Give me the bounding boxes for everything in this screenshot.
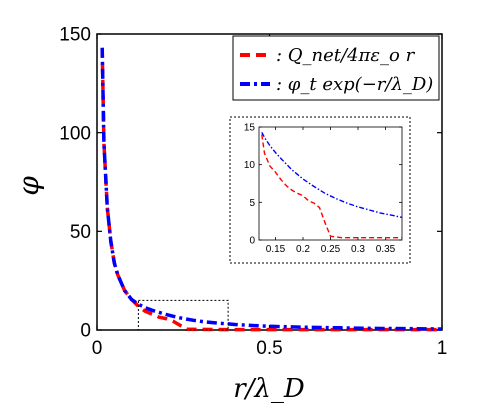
inset-y-tick-label: 10 (244, 160, 256, 171)
main-y-tick-label: 150 (59, 25, 91, 46)
legend-box (232, 35, 440, 101)
y-axis-label: φ (12, 176, 45, 196)
legend-label-red: : Q_net/4πε_o r (276, 45, 416, 66)
zoom-region-box (137, 299, 229, 331)
inset-x-tick-label: 0.35 (376, 244, 396, 255)
inset-x-tick-label: 0.25 (321, 244, 341, 255)
inset-series-line-red (261, 134, 402, 239)
main-series-line-blue (100, 47, 443, 331)
main-x-tick-label: 0.5 (256, 338, 282, 359)
main-y-tick-label: 0 (80, 321, 91, 342)
legend-label-blue: : φ_t exp(−r/λ_D) (276, 74, 433, 95)
inset-y-tick-label: 15 (244, 123, 256, 134)
main-y-tick-label: 100 (59, 123, 91, 144)
inset-y-tick-label: 5 (249, 198, 255, 209)
main-x-tick-label: 1 (437, 338, 448, 359)
inset-x-tick-label: 0.2 (296, 244, 310, 255)
inset-axis-ticks: 0.15 0.2 0.25 0.3 0.35 0 5 10 15 (244, 123, 402, 255)
inset-x-tick-label: 0.3 (351, 244, 365, 255)
main-x-tick-label: 0 (92, 338, 103, 359)
x-axis-label: r/λ_D (233, 374, 305, 404)
inset-y-tick-label: 0 (249, 236, 255, 247)
inset-x-tick-label: 0.15 (266, 244, 286, 255)
legend: : Q_net/4πε_o r : φ_t exp(−r/λ_D) (232, 35, 440, 101)
main-y-tick-label: 50 (70, 222, 91, 243)
inset-plot-frame (258, 126, 403, 241)
main-series-group (100, 47, 443, 332)
inset-series-group (261, 131, 403, 239)
